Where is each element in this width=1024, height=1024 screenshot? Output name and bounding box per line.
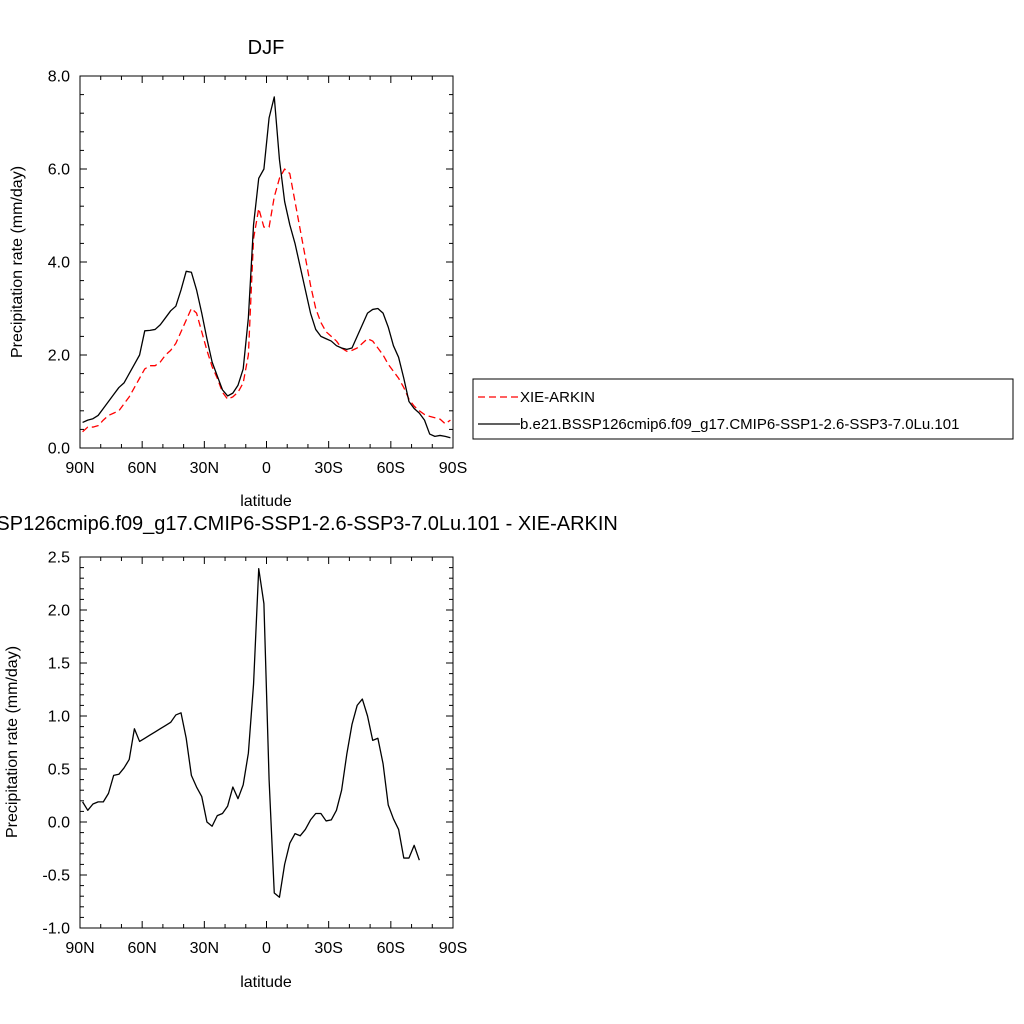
y-tick-label: 0.0 — [48, 815, 70, 832]
series-line-b-e21-bssp126cmip6-f09-g17-cmip6-ssp1-2-6-ssp3-7-0lu-101 — [82, 96, 451, 439]
y-tick-label: 1.5 — [48, 656, 70, 673]
x-tick-label: 0 — [262, 940, 271, 957]
x-tick-label: 30S — [314, 460, 342, 477]
x-tick-label: 90S — [439, 940, 467, 957]
legend-label-model: b.e21.BSSP126cmip6.f09_g17.CMIP6-SSP1-2.… — [520, 416, 959, 433]
difference-panel: b.e21.BSSP126cmip6.f09_g17.CMIP6-SSP1-2.… — [0, 513, 618, 991]
y-tick-label: -0.5 — [42, 868, 70, 885]
legend: XIE-ARKIN b.e21.BSSP126cmip6.f09_g17.CMI… — [472, 378, 1014, 440]
y-axis-label: Precipitation rate (mm/day) — [4, 646, 21, 838]
series-line-xie-arkin — [82, 168, 451, 433]
x-tick-label: 90N — [65, 940, 94, 957]
y-tick-label: 2.5 — [48, 550, 70, 567]
legend-label-xie-arkin: XIE-ARKIN — [520, 389, 595, 406]
x-tick-label: 60S — [377, 460, 405, 477]
x-axis-label: latitude — [240, 974, 292, 991]
x-tick-label: 60N — [127, 940, 156, 957]
plot-frame — [79, 556, 454, 929]
x-tick-label: 30N — [190, 460, 219, 477]
y-tick-label: 2.0 — [48, 348, 70, 365]
legend-frame — [472, 378, 1014, 440]
y-tick-label: 4.0 — [48, 255, 70, 272]
series-line-difference — [82, 568, 420, 898]
y-tick-label: 8.0 — [48, 69, 70, 86]
x-tick-label: 90N — [65, 460, 94, 477]
y-tick-label: 6.0 — [48, 162, 70, 179]
x-tick-label: 30S — [314, 940, 342, 957]
x-tick-label: 0 — [262, 460, 271, 477]
y-tick-label: 2.0 — [48, 603, 70, 620]
x-tick-label: 60N — [127, 460, 156, 477]
y-axis-label: Precipitation rate (mm/day) — [9, 166, 26, 358]
y-tick-label: 0.5 — [48, 762, 70, 779]
plot-frame — [79, 75, 454, 449]
chart-title: DJF — [248, 37, 285, 59]
y-tick-label: -1.0 — [42, 921, 70, 938]
x-tick-label: 30N — [190, 940, 219, 957]
y-tick-label: 1.0 — [48, 709, 70, 726]
x-tick-label: 60S — [377, 940, 405, 957]
x-tick-label: 90S — [439, 460, 467, 477]
x-axis-label: latitude — [240, 493, 292, 510]
djf-panel: DJF 90N 60N 30N 0 30S 60S 90S 0.0 2.0 4.0 6.0 8.0 l… — [9, 37, 467, 510]
chart-title: b.e21.BSSP126cmip6.f09_g17.CMIP6-SSP1-2.… — [0, 513, 618, 535]
y-tick-label: 0.0 — [48, 441, 70, 458]
